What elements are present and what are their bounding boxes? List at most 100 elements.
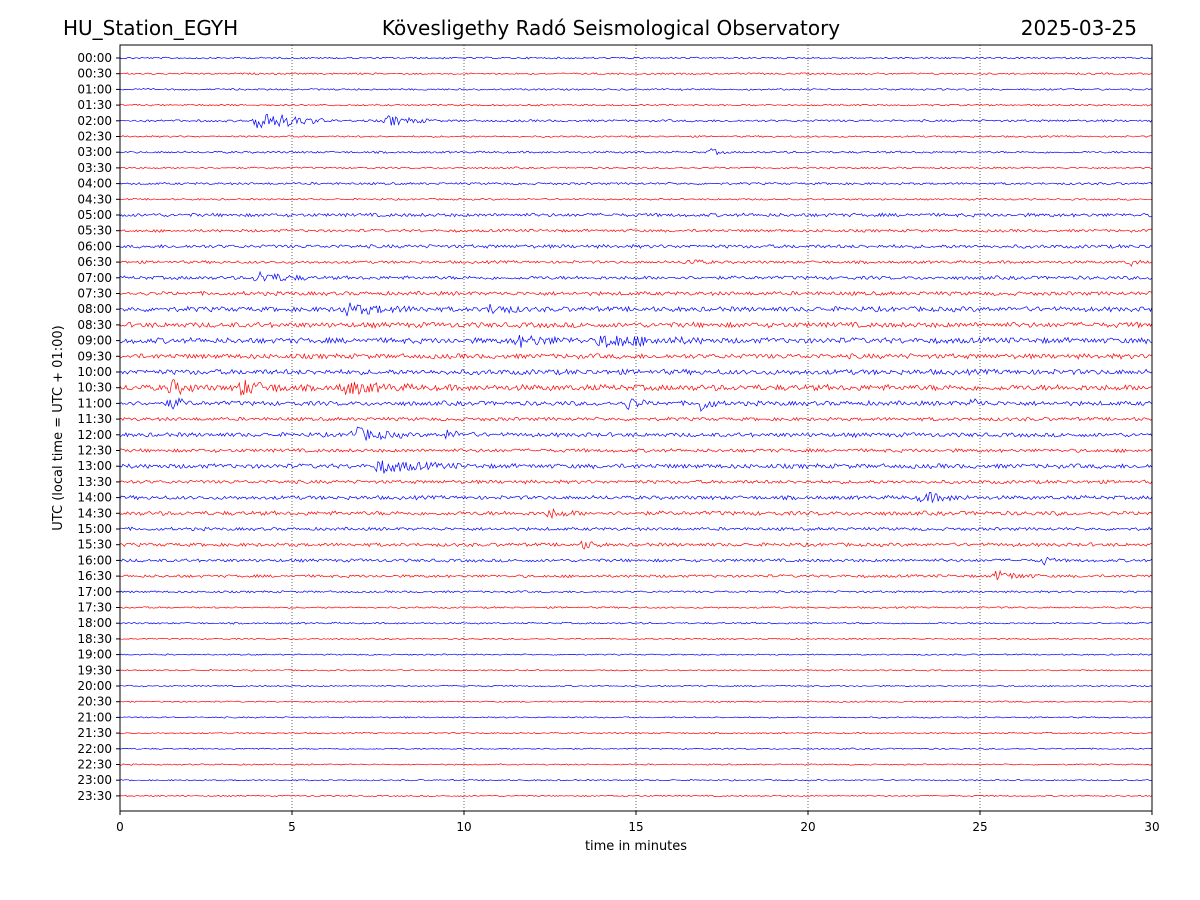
y-tick-label: 20:00 (77, 679, 112, 693)
trace-2100 (119, 716, 1153, 719)
trace-0900 (119, 335, 1153, 349)
x-tick-label: 20 (800, 820, 815, 834)
trace-1430 (119, 508, 1153, 520)
y-tick-label: 20:30 (77, 695, 112, 709)
y-tick-label: 21:00 (77, 710, 112, 724)
x-tick-label: 30 (1144, 820, 1159, 834)
y-tick-label: 19:00 (77, 648, 112, 662)
y-tick-label: 10:30 (77, 381, 112, 395)
y-tick-label: 14:00 (77, 491, 112, 505)
trace-2230 (120, 763, 1153, 766)
trace-0700 (119, 270, 1153, 282)
trace-2300 (119, 779, 1152, 782)
y-tick-label: 07:00 (77, 271, 112, 285)
y-tick-label: 22:30 (77, 758, 112, 772)
observatory-title: Kövesligethy Radó Seismological Observat… (382, 16, 840, 40)
trace-1630 (119, 569, 1153, 581)
station-name: HU_Station_EGYH (63, 16, 238, 40)
y-tick-label: 07:30 (77, 287, 112, 301)
y-tick-label: 09:00 (77, 334, 112, 348)
vertical-gridlines (291, 45, 981, 811)
y-tick-label: 13:00 (77, 459, 112, 473)
y-tick-label: 12:30 (77, 444, 112, 458)
trace-0030 (119, 72, 1153, 76)
trace-1930 (119, 669, 1153, 672)
y-tick-label: 05:00 (77, 208, 112, 222)
y-tick-label: 18:30 (77, 632, 112, 646)
trace-0430 (119, 197, 1153, 201)
trace-0500 (119, 212, 1153, 218)
trace-1600 (119, 556, 1153, 566)
trace-1700 (119, 590, 1153, 594)
y-tick-label: 08:30 (77, 318, 112, 332)
y-tick-label: 08:00 (77, 302, 112, 316)
chart-date: 2025-03-25 (1021, 16, 1137, 40)
y-tick-label: 17:00 (77, 585, 112, 599)
x-tick-label: 25 (972, 820, 987, 834)
y-axis-label: UTC (local time = UTC + 01:00) (51, 325, 66, 530)
trace-1200 (119, 426, 1153, 441)
trace-0330 (119, 166, 1153, 170)
y-tick-label: 09:30 (77, 349, 112, 363)
trace-0730 (119, 290, 1153, 297)
trace-1030 (119, 379, 1153, 396)
trace-1530 (119, 540, 1153, 550)
y-tick-label: 19:30 (77, 663, 112, 677)
trace-0100 (119, 87, 1153, 91)
x-tick-label: 15 (628, 820, 643, 834)
y-tick-label: 21:30 (77, 726, 112, 740)
x-tick-label: 0 (116, 820, 124, 834)
trace-0800 (119, 302, 1153, 317)
trace-1830 (119, 637, 1153, 641)
trace-1500 (120, 526, 1153, 532)
y-tick-label: 04:30 (77, 192, 112, 206)
y-tick-label: 01:00 (77, 82, 112, 96)
trace-1230 (119, 447, 1153, 454)
trace-1330 (119, 479, 1153, 485)
y-tick-label: 16:30 (77, 569, 112, 583)
trace-1730 (119, 606, 1153, 609)
y-tick-label: 00:00 (77, 51, 112, 65)
trace-2000 (119, 684, 1153, 688)
trace-2200 (119, 747, 1153, 750)
y-tick-label: 02:30 (77, 130, 112, 144)
y-tick-label: 13:30 (77, 475, 112, 489)
y-tick-label: 02:00 (77, 114, 112, 128)
trace-0930 (119, 352, 1153, 360)
trace-2330 (119, 794, 1153, 798)
trace-1100 (119, 397, 1153, 412)
trace-1800 (119, 621, 1152, 625)
trace-2130 (119, 731, 1152, 735)
seismic-traces (119, 56, 1153, 798)
trace-1400 (119, 492, 1153, 504)
x-axis-label: time in minutes (585, 839, 687, 854)
trace-0300 (119, 148, 1153, 156)
trace-0630 (119, 259, 1153, 267)
trace-0600 (119, 243, 1153, 250)
y-tick-label: 18:00 (77, 616, 112, 630)
y-tick-label: 00:30 (77, 67, 112, 81)
y-tick-label: 10:00 (77, 365, 112, 379)
y-tick-label: 06:00 (77, 239, 112, 253)
y-tick-label: 03:30 (77, 161, 112, 175)
x-tick-label: 5 (288, 820, 296, 834)
y-tick-label: 15:00 (77, 522, 112, 536)
y-tick-label: 03:00 (77, 145, 112, 159)
y-tick-label: 11:30 (77, 412, 112, 426)
y-tick-label: 06:30 (77, 255, 112, 269)
trace-1000 (119, 368, 1153, 376)
trace-0200 (119, 113, 1153, 129)
trace-0400 (119, 181, 1153, 186)
y-tick-label: 04:00 (77, 177, 112, 191)
y-tick-label: 01:30 (77, 98, 112, 112)
trace-1900 (119, 653, 1153, 656)
y-tick-label: 23:30 (77, 789, 112, 803)
y-tick-label: 14:30 (77, 506, 112, 520)
y-tick-label: 15:30 (77, 538, 112, 552)
y-tick-label: 23:00 (77, 773, 112, 787)
trace-0130 (119, 103, 1153, 107)
y-tick-label: 12:00 (77, 428, 112, 442)
y-tick-label: 22:00 (77, 742, 112, 756)
